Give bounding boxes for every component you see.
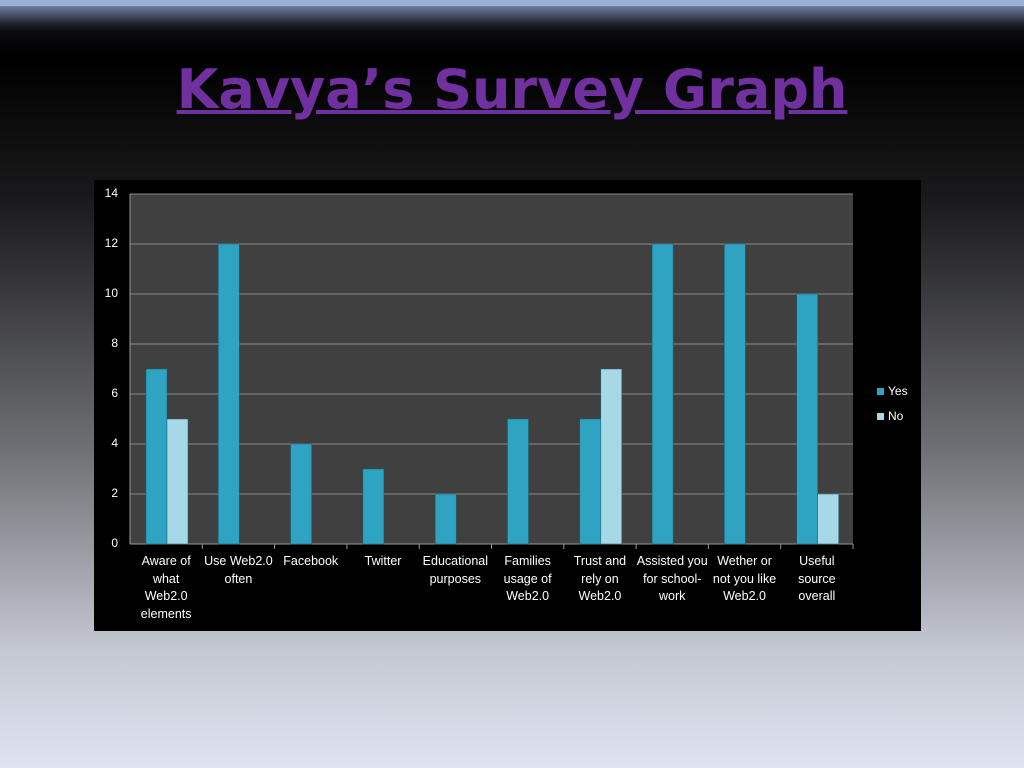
bar [290,443,312,545]
x-tick-label: Families usage of Web2.0 [503,554,552,603]
legend-label: No [888,409,904,423]
bar [362,468,385,545]
x-tick-label: Facebook [283,554,339,568]
y-tick-label: 10 [105,286,119,300]
bar [218,243,240,545]
y-tick-label: 14 [105,186,119,200]
bar [651,243,674,545]
x-tick-label: Aware of what Web2.0 elements [140,554,192,621]
bar [434,493,457,545]
legend-label: Yes [888,384,908,398]
bar [796,293,818,545]
bar [600,368,623,545]
y-tick-label: 0 [111,536,118,550]
x-tick-label: Assisted you for school-work [636,554,708,603]
y-tick-label: 8 [111,336,118,350]
bar [166,418,189,545]
chart-title: Kavya’s Survey Graph [176,58,848,121]
y-tick-label: 2 [111,486,118,500]
x-tick-label: Wether or not you like Web2.0 [712,554,777,603]
y-tick-label: 4 [111,436,118,450]
legend-swatch [877,413,884,420]
x-tick-label: Useful source overall [798,554,836,603]
bar [507,418,529,545]
y-tick-label: 6 [111,386,118,400]
x-tick-label: Twitter [364,554,402,568]
legend-swatch [877,388,884,395]
bar [724,243,746,545]
x-tick-label: Trust and rely on Web2.0 [573,554,627,603]
banner [0,0,1024,56]
x-tick-label: Educational purposes [422,554,488,586]
bar [817,493,839,545]
x-tick-label: Use Web2.0 often [204,554,273,586]
bar [579,418,602,545]
bar [145,368,168,545]
y-tick-label: 12 [105,236,119,250]
